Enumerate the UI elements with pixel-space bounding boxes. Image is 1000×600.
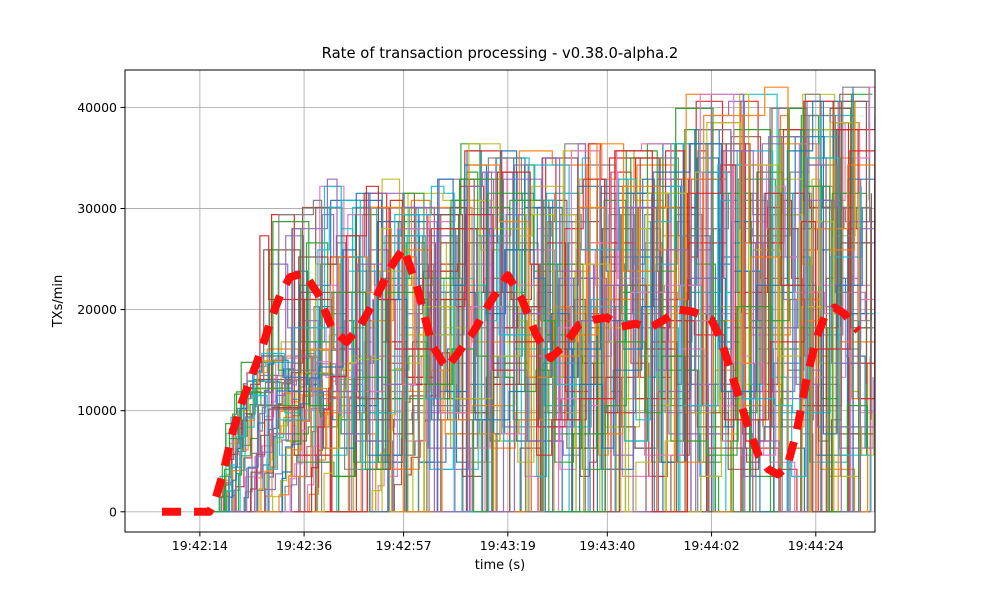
x-tick-label: 19:43:40 [579,538,635,553]
plot-border [124,69,876,533]
node-series-line [290,114,873,513]
x-tick-label: 19:42:57 [376,538,432,553]
x-axis-label: time (s) [475,558,525,573]
x-tick-label: 19:44:24 [788,538,844,553]
node-series-line [211,107,860,513]
node-series-line [228,86,870,513]
node-series-line [230,150,875,513]
node-series-line [268,100,863,513]
y-tick-label: 20000 [77,302,117,317]
x-tick-label: 19:43:19 [480,538,536,553]
y-tick-label: 10000 [77,403,117,418]
x-tick-label: 19:44:02 [683,538,739,553]
chart-title: Rate of transaction processing - v0.38.0… [322,45,679,62]
axes: 19:42:14 19:42:36 19:42:57 19:43:19 19:43:40… [77,69,876,553]
node-series-line [262,101,855,513]
node-series-line [215,87,854,513]
x-tick-label: 19:42:36 [276,538,332,553]
y-tick-label: 0 [109,504,117,519]
y-axis-label: TXs/min [51,275,66,329]
node-series-line [218,143,875,513]
y-tick-label: 40000 [77,100,117,115]
node-series-line [239,93,875,513]
mean-line [162,243,862,516]
plot-area [162,86,875,516]
node-series-line [209,107,868,513]
x-tick-label: 19:42:14 [172,538,228,553]
y-tick-label: 30000 [77,201,117,216]
node-series-line [215,143,862,513]
